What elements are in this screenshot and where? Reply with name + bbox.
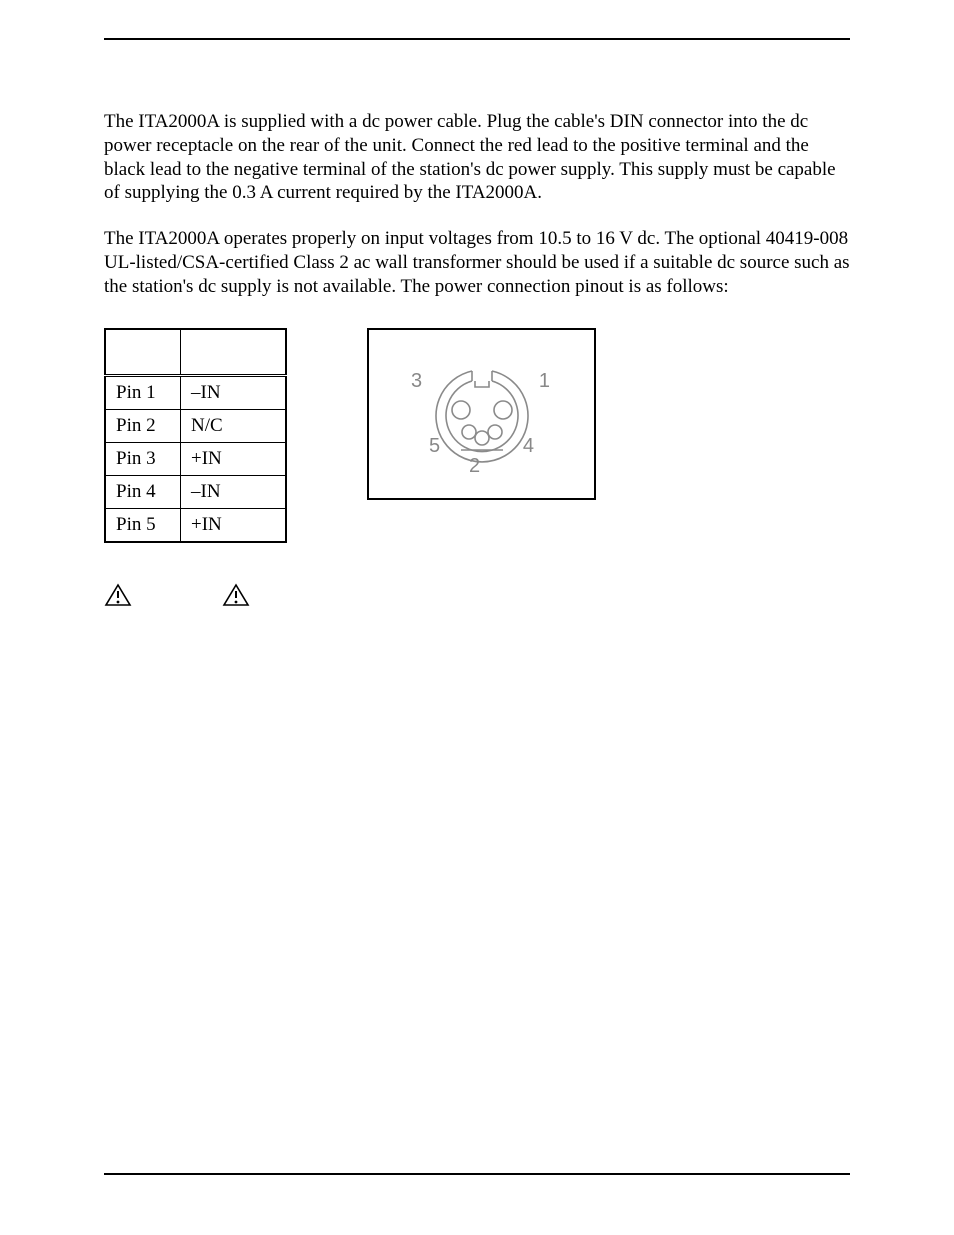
warning-icon bbox=[222, 583, 250, 607]
din-label-5: 5 bbox=[429, 435, 440, 458]
table-row: Pin 3 +IN bbox=[105, 443, 286, 476]
paragraph-1: The ITA2000A is supplied with a dc power… bbox=[104, 110, 850, 205]
warning-icon-row bbox=[104, 583, 850, 607]
table-row: Pin 2 N/C bbox=[105, 410, 286, 443]
din-connector-diagram: 1 2 3 4 5 bbox=[367, 328, 596, 500]
table-row: Pin 1 –IN bbox=[105, 376, 286, 410]
bottom-rule bbox=[104, 1173, 850, 1175]
cell-signal: –IN bbox=[181, 376, 287, 410]
pinout-row: Pin 1 –IN Pin 2 N/C Pin 3 +IN Pin 4 –IN … bbox=[104, 328, 850, 543]
table-row: Pin 4 –IN bbox=[105, 476, 286, 509]
cell-signal: –IN bbox=[181, 476, 287, 509]
cell-signal: +IN bbox=[181, 443, 287, 476]
cell-pin: Pin 1 bbox=[105, 376, 181, 410]
pinout-header-pin bbox=[105, 329, 181, 376]
din-label-3: 3 bbox=[411, 370, 422, 393]
din-label-1: 1 bbox=[539, 370, 550, 393]
din-label-4: 4 bbox=[523, 435, 534, 458]
cell-pin: Pin 3 bbox=[105, 443, 181, 476]
cell-signal: N/C bbox=[181, 410, 287, 443]
document-page: The ITA2000A is supplied with a dc power… bbox=[0, 0, 954, 1235]
paragraph-2: The ITA2000A operates properly on input … bbox=[104, 227, 850, 298]
cell-pin: Pin 2 bbox=[105, 410, 181, 443]
table-row: Pin 5 +IN bbox=[105, 509, 286, 543]
cell-pin: Pin 4 bbox=[105, 476, 181, 509]
warning-icon bbox=[104, 583, 132, 607]
cell-signal: +IN bbox=[181, 509, 287, 543]
pinout-table: Pin 1 –IN Pin 2 N/C Pin 3 +IN Pin 4 –IN … bbox=[104, 328, 287, 543]
pinout-header-signal bbox=[181, 329, 287, 376]
cell-pin: Pin 5 bbox=[105, 509, 181, 543]
din-label-2: 2 bbox=[469, 455, 480, 478]
top-rule bbox=[104, 38, 850, 40]
